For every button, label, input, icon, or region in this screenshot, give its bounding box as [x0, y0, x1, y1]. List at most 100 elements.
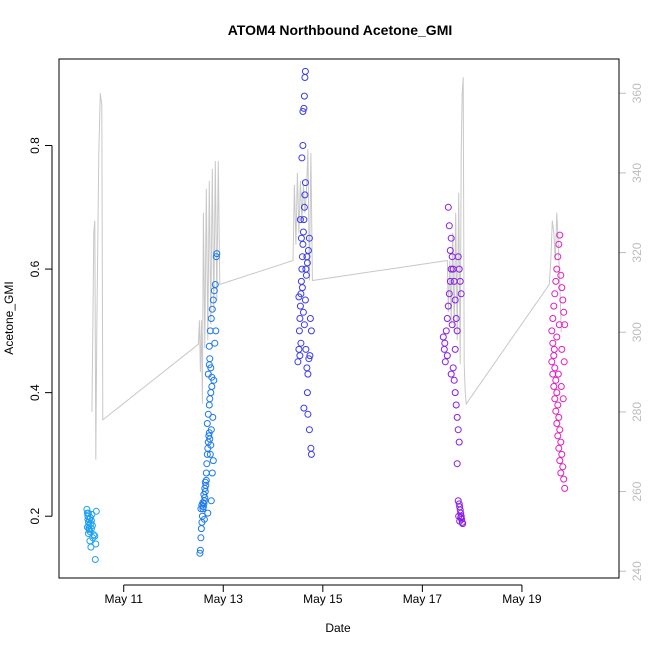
y2-tick-label: 320	[630, 242, 644, 262]
data-point	[302, 345, 310, 353]
data-point	[554, 253, 562, 261]
data-point	[295, 293, 303, 301]
data-point	[298, 284, 306, 292]
data-point	[298, 253, 306, 261]
data-point	[204, 509, 212, 517]
data-point	[553, 420, 561, 427]
data-point	[446, 247, 454, 254]
data-point	[295, 327, 303, 335]
data-point	[557, 383, 565, 390]
data-point	[301, 296, 309, 304]
data-point	[303, 389, 311, 397]
y-axis-label: Acetone_GMI	[2, 281, 16, 354]
data-point	[556, 426, 564, 434]
y2-tick-label: 300	[630, 322, 644, 342]
data-point	[87, 520, 95, 528]
data-point	[207, 497, 215, 505]
data-point	[555, 444, 563, 452]
data-point	[548, 358, 556, 366]
data-point	[304, 370, 312, 378]
data-point	[447, 370, 455, 378]
data-point	[301, 191, 309, 199]
x-tick-label: May 15	[303, 592, 343, 606]
data-point	[209, 296, 217, 304]
data-point	[205, 342, 213, 350]
data-point	[305, 355, 313, 363]
data-point	[551, 290, 559, 298]
secondary-line-layer	[91, 77, 562, 460]
data-point	[451, 389, 459, 397]
data-point	[207, 426, 215, 434]
data-point	[549, 315, 557, 322]
data-point	[557, 271, 565, 279]
data-point	[200, 515, 208, 523]
data-point	[449, 364, 457, 372]
data-point	[298, 265, 306, 273]
data-point	[301, 179, 309, 187]
data-point	[213, 250, 221, 258]
data-point	[203, 460, 211, 468]
data-point	[296, 315, 304, 322]
x-axis-label: Date	[325, 621, 351, 635]
data-point	[451, 296, 459, 304]
x-tick-label: May 11	[104, 592, 143, 606]
data-point	[558, 450, 566, 458]
x-tick-label: May 17	[403, 592, 443, 606]
data-point	[452, 315, 460, 322]
data-point	[554, 432, 562, 440]
data-point	[457, 290, 465, 298]
data-point	[203, 420, 211, 427]
data-point	[300, 104, 308, 112]
data-point	[456, 277, 464, 285]
data-point	[553, 333, 561, 341]
data-point	[87, 525, 95, 533]
data-point	[92, 540, 100, 548]
data-point	[454, 253, 462, 261]
points-layer	[83, 67, 569, 563]
data-point	[208, 383, 216, 390]
x-tick-label: May 13	[204, 592, 244, 606]
data-point	[305, 234, 313, 242]
data-point	[303, 253, 311, 261]
y2-tick-label: 260	[630, 481, 644, 501]
y2-tick-label: 240	[630, 561, 644, 581]
data-point	[202, 481, 210, 489]
data-point	[297, 234, 305, 242]
data-point	[549, 339, 557, 347]
data-point	[448, 321, 456, 329]
data-point	[559, 463, 567, 471]
data-point	[550, 345, 558, 353]
data-point	[305, 426, 313, 434]
data-point	[447, 265, 455, 273]
data-point	[207, 315, 215, 322]
data-point	[560, 475, 568, 483]
data-point	[557, 469, 565, 477]
data-point	[559, 296, 567, 304]
y-tick-label: 0.4	[28, 384, 42, 401]
data-point	[306, 315, 314, 322]
data-point	[553, 389, 561, 397]
data-point	[298, 154, 306, 162]
data-point	[561, 484, 569, 492]
data-point	[306, 352, 314, 360]
data-point	[441, 339, 449, 347]
data-point	[452, 401, 460, 409]
data-point	[550, 383, 558, 390]
data-point	[453, 327, 461, 335]
data-point	[552, 277, 560, 285]
data-point	[553, 265, 561, 273]
data-point	[555, 240, 563, 248]
data-point	[454, 426, 462, 434]
data-point	[554, 401, 562, 409]
data-point	[83, 505, 91, 513]
data-point	[552, 376, 560, 384]
data-point	[443, 352, 451, 360]
data-point	[91, 556, 99, 563]
data-point	[211, 281, 219, 288]
data-point	[92, 507, 100, 515]
data-point	[300, 203, 308, 211]
data-point	[443, 315, 451, 322]
data-point	[201, 478, 209, 486]
